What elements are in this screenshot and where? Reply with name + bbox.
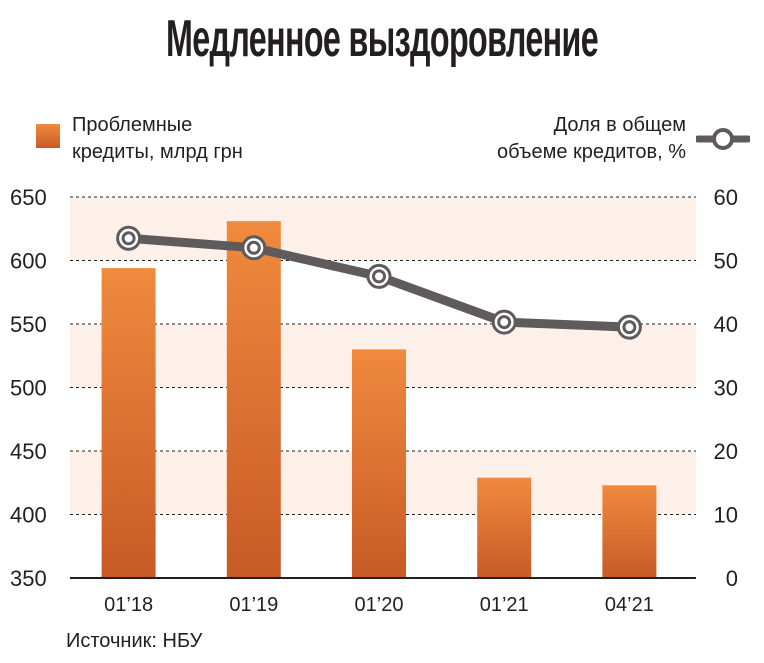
bar: [352, 349, 406, 578]
legend-bars: Проблемные кредиты, млрд грн: [36, 112, 302, 166]
right-axis-tick-label: 50: [714, 249, 738, 274]
left-axis-tick-label: 650: [10, 185, 47, 210]
x-axis-tick-label: 01’21: [480, 594, 529, 616]
bar: [226, 221, 281, 578]
x-axis-tick-label: 01’18: [104, 594, 153, 616]
line-point-inner: [246, 240, 261, 255]
x-axis-tick-label: 04’21: [605, 594, 654, 616]
right-axis-tick-label: 60: [714, 185, 738, 210]
right-axis-tick-label: 30: [714, 376, 738, 401]
bar-legend-swatch: [36, 124, 60, 148]
left-axis-tick-label: 500: [10, 376, 47, 401]
source-note: Источник: НБУ: [66, 630, 203, 652]
right-axis-tick-label: 0: [726, 566, 738, 591]
left-axis-tick-label: 600: [10, 249, 47, 274]
bar: [602, 485, 657, 578]
right-axis-tick-label: 10: [714, 503, 738, 528]
x-axis-tick-label: 01’19: [229, 594, 278, 616]
right-axis-tick-label: 20: [714, 439, 738, 464]
line-point-inner: [372, 269, 386, 284]
left-axis-tick-label: 350: [10, 566, 47, 591]
bar-legend-label: Проблемные кредиты, млрд грн: [72, 114, 243, 163]
x-axis-tick-label: 01’20: [355, 594, 404, 616]
left-axis-tick-label: 450: [10, 439, 47, 464]
line-point-inner: [622, 320, 637, 335]
bar: [101, 268, 156, 578]
chart-title: Медленное выздоровление: [165, 10, 599, 68]
line-legend-label: Доля в общем объеме кредитов, %: [497, 114, 686, 163]
line-point-inner: [121, 231, 136, 246]
right-axis-tick-label: 40: [714, 312, 738, 337]
left-axis-tick-label: 550: [10, 312, 47, 337]
bar: [477, 477, 532, 578]
line-point-inner: [497, 315, 512, 330]
left-axis-tick-label: 400: [10, 503, 47, 528]
grid-band: [70, 197, 696, 261]
line-legend-marker-icon: [696, 128, 750, 150]
legend-line: Доля в общем объеме кредитов, %: [436, 112, 750, 166]
